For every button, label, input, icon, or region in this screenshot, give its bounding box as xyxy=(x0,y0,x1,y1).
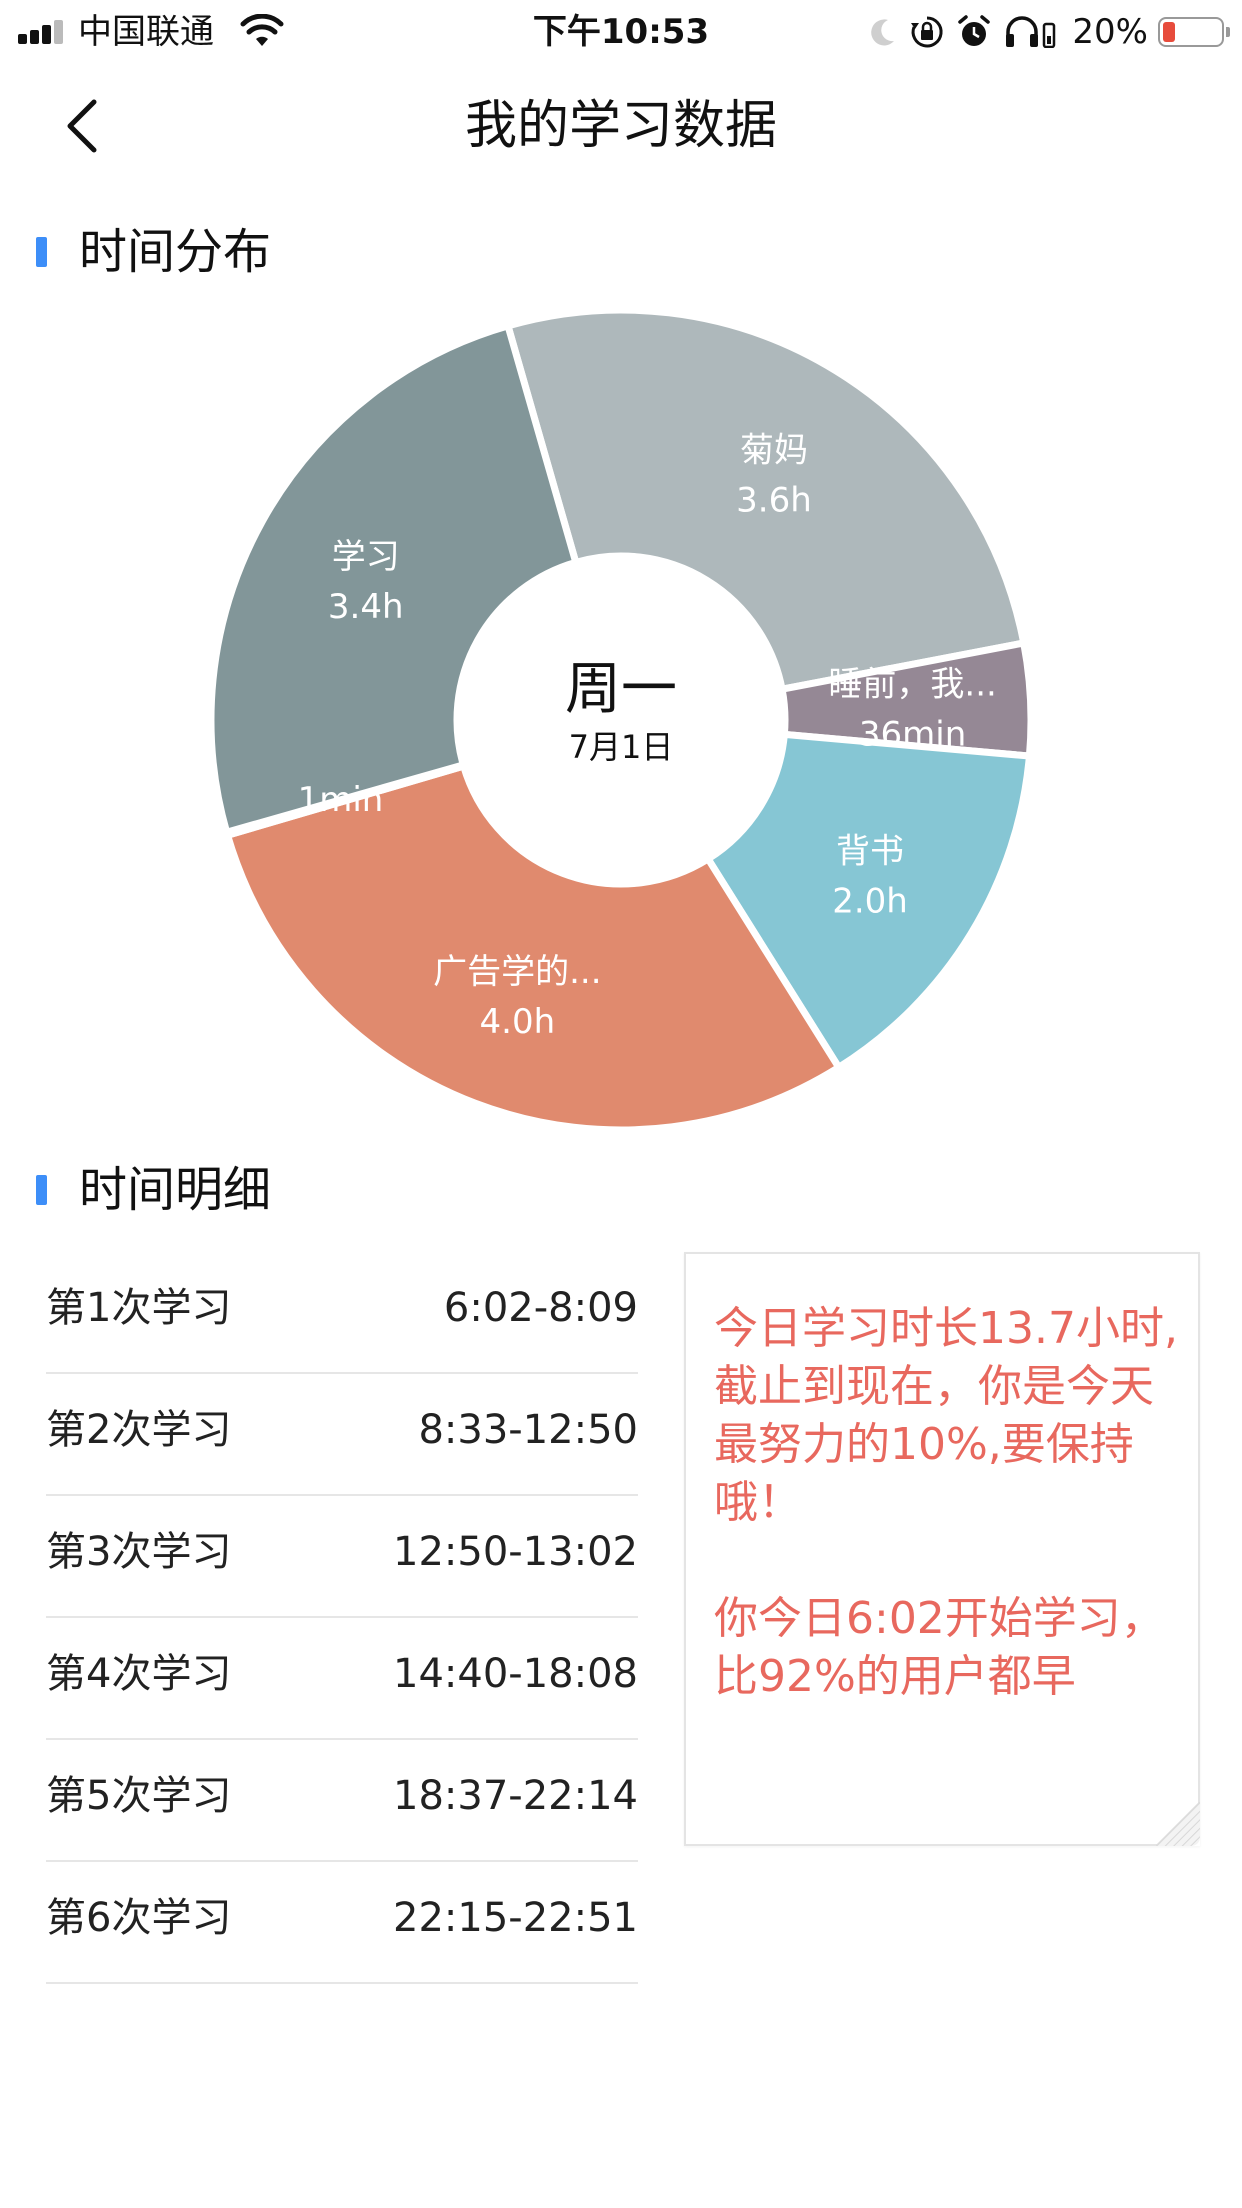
slice-name-label: 菊妈 xyxy=(740,430,808,470)
session-row: 第4次学习 14:40-18:08 xyxy=(46,1618,638,1740)
slice-value-label: 36min xyxy=(859,714,966,754)
section-title: 时间分布 xyxy=(79,224,272,280)
chart-center-title: 周一 xyxy=(565,657,677,722)
session-row: 第3次学习 12:50-13:02 xyxy=(46,1496,638,1618)
section-header-details: 时间明细 xyxy=(36,1160,271,1220)
chart-center-subtitle: 7月1日 xyxy=(569,728,674,766)
session-time: 8:33-12:50 xyxy=(418,1407,638,1453)
slice-name-label: 学习 xyxy=(332,537,400,577)
battery-icon xyxy=(1158,17,1230,47)
session-label: 第5次学习 xyxy=(46,1773,232,1819)
rotation-lock-icon xyxy=(911,16,943,48)
summary-paragraph-duration: 今日学习时长13.7小时,截止到现在，你是今天最努力的10%,要保持哦！ xyxy=(714,1303,1178,1528)
nav-bar: 我的学习数据 xyxy=(0,64,1242,188)
session-label: 第6次学习 xyxy=(46,1895,232,1941)
summary-note-card: 今日学习时长13.7小时,截止到现在，你是今天最努力的10%,要保持哦！ 你今日… xyxy=(684,1252,1200,1846)
battery-level xyxy=(1163,22,1176,42)
summary-note-text: 今日学习时长13.7小时,截止到现在，你是今天最努力的10%,要保持哦！ 你今日… xyxy=(714,1300,1184,1764)
headphones-icon xyxy=(1006,16,1056,48)
session-time: 18:37-22:14 xyxy=(393,1773,638,1819)
section-accent-bar xyxy=(36,237,47,267)
donut-hole xyxy=(457,556,785,884)
session-list: 第1次学习 6:02-8:09 第2次学习 8:33-12:50 第3次学习 1… xyxy=(46,1252,638,1984)
slice-name-label: 广告学的... xyxy=(433,952,601,992)
session-row: 第6次学习 22:15-22:51 xyxy=(46,1862,638,1984)
section-header-distribution: 时间分布 xyxy=(36,222,271,282)
status-time: 下午10:53 xyxy=(532,12,710,52)
summary-paragraph-start: 你今日6:02开始学习，比92%的用户都早 xyxy=(714,1593,1165,1702)
session-label: 第2次学习 xyxy=(46,1407,232,1453)
session-row: 第1次学习 6:02-8:09 xyxy=(46,1252,638,1374)
chevron-left-icon[interactable] xyxy=(44,86,124,166)
status-bar: 中国联通 下午10:53 20% xyxy=(0,0,1242,64)
session-label: 第1次学习 xyxy=(46,1285,232,1331)
session-row: 第5次学习 18:37-22:14 xyxy=(46,1740,638,1862)
moon-icon xyxy=(871,19,895,46)
carrier-name: 中国联通 xyxy=(78,12,214,52)
slice-name-label: 睡前，我... xyxy=(828,664,996,704)
signal-icon xyxy=(18,20,66,44)
slice-value-label: 3.4h xyxy=(328,587,404,627)
donut-chart: 菊妈 3.6h 睡前，我... 36min 背书 2.0h 广告学的... 4.0h 1min 学… xyxy=(207,306,1035,1134)
slice-value-label: 3.6h xyxy=(736,480,812,520)
slice-name-label: 背书 xyxy=(836,831,904,871)
session-time: 12:50-13:02 xyxy=(393,1529,638,1575)
wifi-icon xyxy=(240,14,284,46)
battery-percent: 20% xyxy=(1072,12,1148,52)
status-right-group: 20% xyxy=(870,10,1230,54)
session-time: 6:02-8:09 xyxy=(443,1285,638,1331)
session-label: 第3次学习 xyxy=(46,1529,232,1575)
session-row: 第2次学习 8:33-12:50 xyxy=(46,1374,638,1496)
alarm-icon xyxy=(958,15,991,46)
page-curl-icon xyxy=(1156,1802,1200,1846)
session-time: 22:15-22:51 xyxy=(393,1895,638,1941)
slice-value-label: 1min xyxy=(298,780,384,820)
session-time: 14:40-18:08 xyxy=(393,1651,638,1697)
section-title: 时间明细 xyxy=(79,1162,272,1218)
session-label: 第4次学习 xyxy=(46,1651,232,1697)
slice-value-label: 4.0h xyxy=(480,1002,556,1042)
page-title: 我的学习数据 xyxy=(464,96,777,156)
slice-value-label: 2.0h xyxy=(832,881,908,921)
section-accent-bar xyxy=(36,1175,47,1205)
